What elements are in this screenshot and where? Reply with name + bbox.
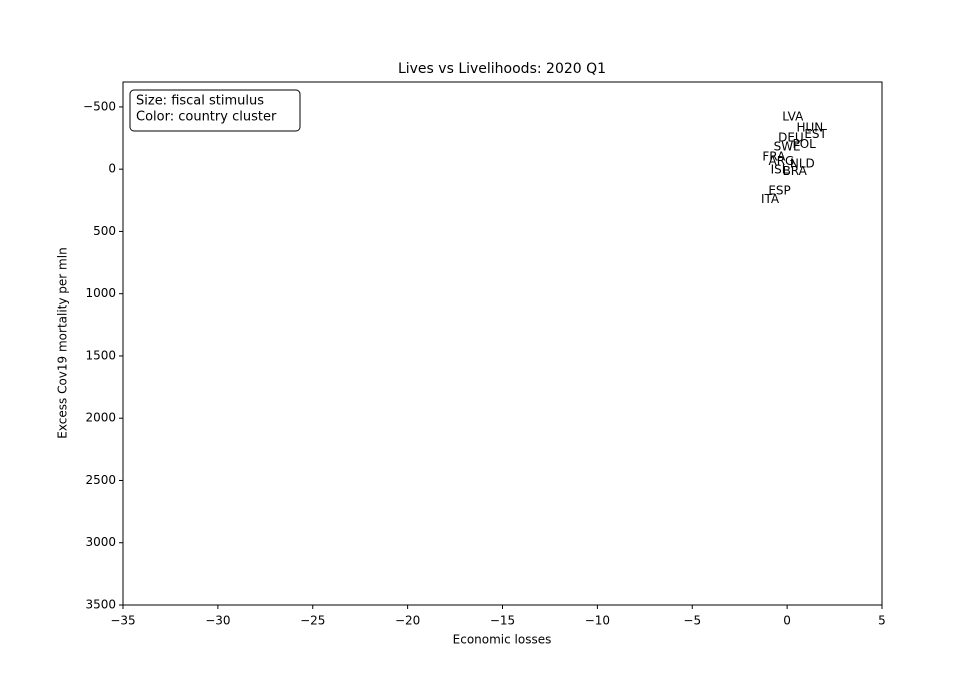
annotation: Size: fiscal stimulus	[136, 94, 264, 109]
x-tick-label: −5	[683, 614, 701, 628]
point-label: FRA	[762, 150, 786, 164]
y-tick-label: 2000	[85, 411, 116, 425]
point-label: LVA	[782, 109, 804, 123]
y-tick-label: 2500	[85, 473, 116, 487]
x-tick-label: −10	[585, 614, 610, 628]
y-tick-label: 3500	[85, 598, 116, 612]
point-label: SWE	[774, 139, 801, 153]
y-tick-label: −500	[83, 99, 116, 113]
x-tick-label: −15	[490, 614, 515, 628]
point-label: POL	[793, 137, 817, 151]
point-label: ARG	[769, 154, 795, 168]
x-tick-label: −20	[395, 614, 420, 628]
y-tick-label: 500	[93, 224, 116, 238]
point-label: ISL	[771, 163, 789, 177]
point-label: EST	[804, 127, 827, 141]
point-label: HUN	[796, 121, 823, 135]
x-tick-label: −35	[110, 614, 135, 628]
x-tick-label: −25	[300, 614, 325, 628]
x-axis-label: Economic losses	[453, 633, 552, 647]
point-label: DEU	[778, 131, 804, 145]
y-tick-label: 1000	[85, 286, 116, 300]
point-label: ESP	[768, 184, 790, 198]
y-axis-label: Excess Cov19 mortality per mln	[56, 247, 70, 438]
point-label: NLD	[790, 157, 815, 171]
point-label: ITA	[761, 192, 780, 206]
x-tick-label: 5	[878, 614, 886, 628]
point-label: BRA	[783, 164, 808, 178]
chart-title: Lives vs Livelihoods: 2020 Q1	[398, 61, 606, 77]
x-tick-label: 0	[783, 614, 791, 628]
annotation: Color: country cluster	[136, 110, 277, 125]
y-tick-label: 0	[108, 162, 116, 176]
x-tick-label: −30	[205, 614, 230, 628]
annotation-box	[129, 89, 301, 132]
y-tick-label: 3000	[85, 535, 116, 549]
y-tick-label: 1500	[85, 348, 116, 362]
